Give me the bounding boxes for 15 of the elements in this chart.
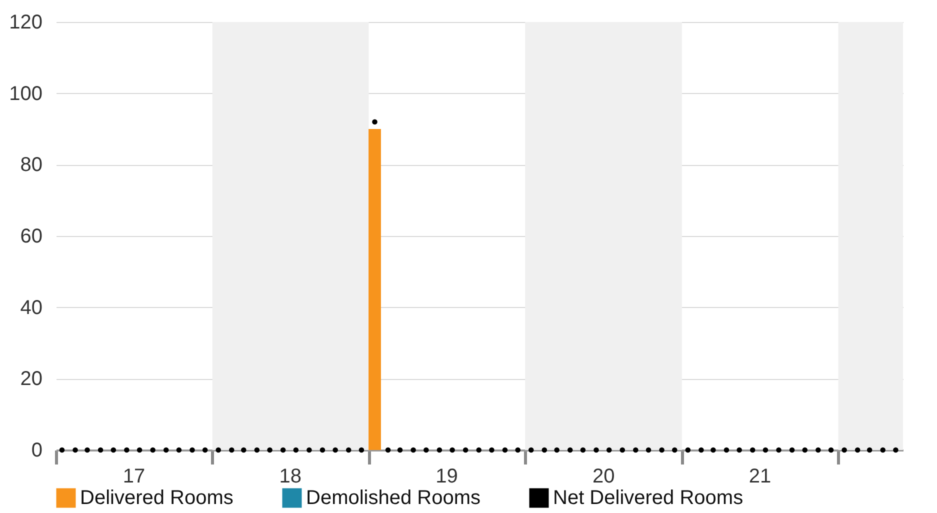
x-tick-label: 20 (592, 466, 615, 488)
x-tick-label: 17 (122, 466, 146, 488)
legend-label: Delivered Rooms (80, 487, 234, 509)
y-tick-label: 80 (20, 154, 42, 176)
y-tick-label: 20 (20, 368, 42, 390)
x-tick-label: 18 (279, 466, 302, 488)
y-tick-label: 40 (20, 296, 42, 319)
y-tick-label: 120 (9, 12, 42, 34)
y-tick-label: 0 (31, 440, 42, 462)
y-tick-label: 100 (9, 82, 42, 105)
legend-label: Demolished Rooms (306, 487, 481, 509)
legend-label: Net Delivered Rooms (553, 487, 744, 509)
y-tick-label: 60 (20, 226, 42, 248)
x-tick-label: 19 (436, 466, 458, 488)
x-tick-label: 21 (748, 466, 772, 488)
